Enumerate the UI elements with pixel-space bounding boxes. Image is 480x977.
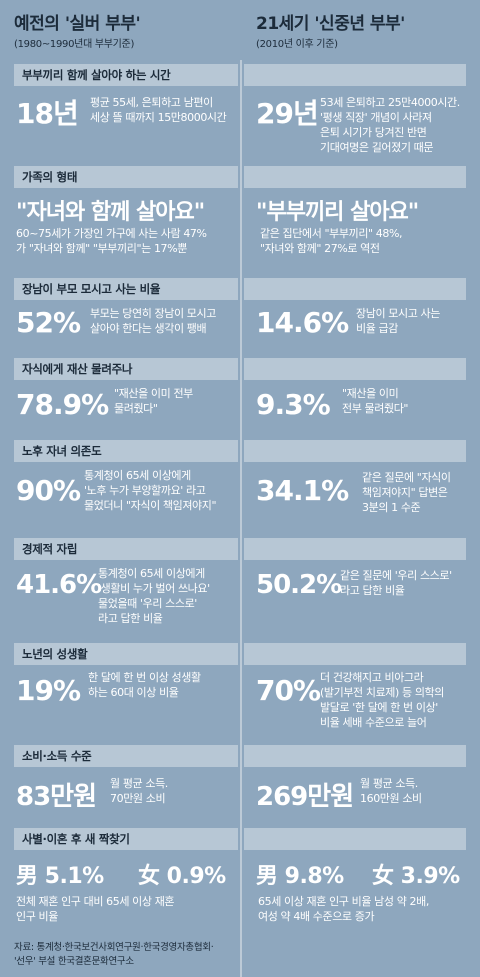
left-description: "재산을 이미 전부 물려줬다" bbox=[114, 387, 193, 415]
right-male-stat: 男 9.8% bbox=[256, 864, 344, 889]
section-band-right bbox=[244, 278, 466, 300]
section-band-left: 장남이 부모 모시고 사는 비율 bbox=[14, 278, 238, 300]
left-description: 통계청이 65세 이상에게 '노후 누가 부양할까요' 라고 물었더니 "자식이… bbox=[84, 469, 217, 512]
right-description: 더 건강해지고 비아그라 (발기부전 치료제) 등 의학의 발달로 '한 달에 … bbox=[320, 671, 444, 729]
left-description: 평균 55세, 은퇴하고 남편이 세상 뜰 때까지 15만8000시간 bbox=[90, 96, 227, 124]
section-band-left: 가족의 형태 bbox=[14, 166, 238, 188]
right-description: 53세 은퇴하고 25만4000시간. '평생 직장' 개념이 사라져 은퇴 시… bbox=[320, 96, 460, 154]
right-stat: 14.6% bbox=[256, 306, 349, 339]
section-label: 경제적 자립 bbox=[22, 542, 78, 556]
section-band-right bbox=[244, 643, 466, 665]
right-description: 월 평균 소득. 160만원 소비 bbox=[360, 777, 422, 805]
left-column-title: 예전의 '실버 부부' bbox=[14, 14, 141, 34]
section-band-right bbox=[244, 828, 466, 850]
left-stat: 18년 bbox=[16, 97, 79, 130]
section-band-right bbox=[244, 440, 466, 462]
section-band-left: 노후 자녀 의존도 bbox=[14, 440, 238, 462]
right-stat: 50.2% bbox=[256, 570, 342, 600]
right-stat: 29년 bbox=[256, 97, 319, 130]
section-label: 부부끼리 함께 살아야 하는 시간 bbox=[22, 68, 171, 82]
left-description: 월 평균 소득. 70만원 소비 bbox=[110, 777, 168, 805]
left-stat: 41.6% bbox=[16, 570, 102, 600]
source-footer: 자료: 통계청·한국보건사회연구원·한국경영자총협회· '선우' 부설 한국결혼… bbox=[14, 942, 214, 967]
right-description: 같은 질문에 "자식이 책임져야지" 답변은 3분의 1 수준 bbox=[362, 471, 451, 514]
section-band-left: 경제적 자립 bbox=[14, 538, 238, 560]
left-stat: 78.9% bbox=[16, 388, 109, 421]
left-description: 전체 재혼 인구 대비 65세 이상 재혼 인구 비율 bbox=[16, 895, 175, 923]
section-band-left: 사별·이혼 후 새 짝찾기 bbox=[14, 828, 238, 850]
right-column-subtitle: (2010년 이후 기준) bbox=[256, 39, 338, 50]
left-stat: 52% bbox=[16, 306, 81, 339]
right-description: 65세 이상 재혼 인구 비율 남성 약 2배, 여성 약 4배 수준으로 증가 bbox=[258, 895, 429, 923]
right-quote: "부부끼리 살아요" bbox=[256, 200, 419, 225]
section-band-left: 자식에게 재산 물려주나 bbox=[14, 358, 238, 380]
right-description: 장남이 모시고 사는 비율 급감 bbox=[356, 307, 440, 335]
header: 예전의 '실버 부부' (1980~1990년대 부부기준) 21세기 '신중년… bbox=[0, 0, 480, 60]
section-band-right bbox=[244, 745, 466, 767]
section-band-right bbox=[244, 538, 466, 560]
section-label: 자식에게 재산 물려주나 bbox=[22, 362, 133, 376]
left-description: 60~75세가 가장인 가구에 사는 사람 47% 가 "자녀와 함께" "부부… bbox=[16, 227, 207, 255]
right-female-stat: 女 3.9% bbox=[372, 864, 460, 889]
right-stat: 269만원 bbox=[256, 782, 354, 812]
section-band-right bbox=[244, 166, 466, 188]
section-label: 가족의 형태 bbox=[22, 170, 78, 184]
section-label: 장남이 부모 모시고 사는 비율 bbox=[22, 282, 161, 296]
left-description: 부모는 당연히 장남이 모시고 살아야 한다는 생각이 팽배 bbox=[90, 307, 216, 335]
right-description: "재산을 이미 전부 물려줬다" bbox=[342, 387, 409, 415]
right-column-title: 21세기 '신중년 부부' bbox=[256, 14, 405, 34]
section-band-right bbox=[244, 64, 466, 86]
right-description: 같은 집단에서 "부부끼리" 48%, "자녀와 함께" 27%로 역전 bbox=[260, 227, 403, 255]
right-description: 같은 질문에 '우리 스스로' 라고 답한 비율 bbox=[340, 569, 452, 597]
column-divider bbox=[240, 60, 242, 977]
section-band-left: 노년의 성생활 bbox=[14, 643, 238, 665]
section-band-right bbox=[244, 358, 466, 380]
left-stat: 90% bbox=[16, 474, 81, 507]
section-band-left: 부부끼리 함께 살아야 하는 시간 bbox=[14, 64, 238, 86]
section-band-left: 소비·소득 수준 bbox=[14, 745, 238, 767]
left-description: 한 달에 한 번 이상 성생활 하는 60대 이상 비율 bbox=[88, 671, 201, 699]
left-female-stat: 女 0.9% bbox=[138, 864, 226, 889]
left-male-stat: 男 5.1% bbox=[16, 864, 104, 889]
left-column-subtitle: (1980~1990년대 부부기준) bbox=[14, 39, 135, 50]
left-stat: 83만원 bbox=[16, 782, 97, 812]
section-label: 사별·이혼 후 새 짝찾기 bbox=[22, 832, 130, 846]
section-label: 노년의 성생활 bbox=[22, 647, 88, 661]
left-quote: "자녀와 함께 살아요" bbox=[16, 200, 205, 225]
left-description: 통계청이 65세 이상에게 '생활비 누가 벌어 쓰나요' 물었을때 '우리 스… bbox=[98, 567, 210, 625]
right-stat: 70% bbox=[256, 674, 321, 707]
right-stat: 34.1% bbox=[256, 474, 349, 507]
left-stat: 19% bbox=[16, 674, 81, 707]
section-label: 노후 자녀 의존도 bbox=[22, 444, 102, 458]
right-stat: 9.3% bbox=[256, 388, 331, 421]
section-label: 소비·소득 수준 bbox=[22, 749, 92, 763]
